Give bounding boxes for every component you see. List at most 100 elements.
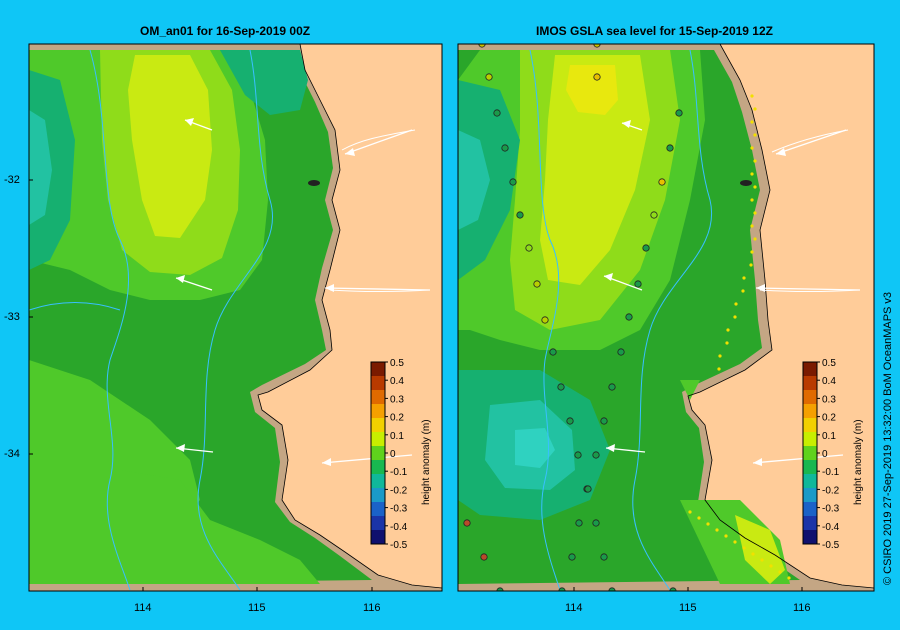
track-point bbox=[753, 133, 757, 137]
observation-point bbox=[501, 144, 509, 152]
isobath bbox=[89, 49, 131, 591]
track-point bbox=[750, 250, 754, 254]
observation-point bbox=[566, 417, 574, 425]
axis-ticks bbox=[29, 179, 803, 591]
track-point bbox=[742, 276, 746, 280]
river bbox=[759, 289, 861, 292]
colorbar-tick-label: -0.4 bbox=[390, 522, 408, 533]
colorbar-tick-label: 0.1 bbox=[822, 431, 836, 442]
isobath bbox=[29, 302, 121, 311]
observation-point bbox=[600, 417, 608, 425]
left-colorbar: 0.5 0.4 0.3 0.2 0.1 0 -0.1 -0.2 -0.3 -0.4 -0.5 heig… bbox=[370, 358, 432, 551]
track-point bbox=[750, 198, 754, 202]
observation-point bbox=[666, 144, 674, 152]
track-point bbox=[733, 540, 737, 544]
track-point bbox=[724, 534, 728, 538]
river bbox=[329, 289, 431, 292]
colorbar-swatch bbox=[371, 446, 385, 461]
colorbar-swatch bbox=[803, 516, 817, 531]
track-point bbox=[753, 211, 757, 215]
colorbar-tick-label: 0.2 bbox=[390, 413, 404, 424]
colorbar-swatch bbox=[371, 432, 385, 447]
isobath bbox=[197, 49, 273, 591]
track-point bbox=[715, 528, 719, 532]
observation-point bbox=[617, 348, 625, 356]
track-point bbox=[751, 552, 755, 556]
track-point bbox=[760, 558, 764, 562]
track-point bbox=[749, 263, 753, 267]
colorbar-tick-label: 0.4 bbox=[390, 376, 404, 387]
anomaly-0.0 bbox=[680, 380, 700, 400]
y-tick-label: -34 bbox=[4, 448, 20, 460]
observation-point bbox=[478, 44, 486, 48]
x-tick-label: 115 bbox=[248, 602, 266, 614]
right-panel-title: IMOS GSLA sea level for 15-Sep-2019 12Z bbox=[536, 24, 773, 38]
current-arrow bbox=[184, 118, 213, 131]
track-point bbox=[742, 546, 746, 550]
current-arrow bbox=[175, 275, 213, 291]
observation-point bbox=[608, 383, 616, 391]
anomaly-neg-0.15 bbox=[515, 428, 555, 468]
colorbar-swatch bbox=[803, 530, 817, 545]
observation-point bbox=[650, 211, 658, 219]
anomaly-0.1 bbox=[540, 55, 650, 285]
observation-point bbox=[658, 178, 666, 186]
colorbar-tick-label: -0.5 bbox=[390, 540, 408, 551]
colorbar-tick-label: -0.3 bbox=[822, 504, 840, 515]
colorbar-swatch bbox=[371, 418, 385, 433]
colorbar-swatch bbox=[803, 488, 817, 503]
track-point bbox=[753, 237, 757, 241]
anomaly-0.15 bbox=[566, 65, 618, 115]
colorbar-tick-label: 0.3 bbox=[822, 394, 836, 405]
observation-point bbox=[584, 485, 592, 493]
colorbar-swatch bbox=[803, 446, 817, 461]
colorbar-tick-label: -0.1 bbox=[822, 467, 840, 478]
isobath bbox=[632, 49, 713, 591]
colorbar-tick-label: 0.5 bbox=[822, 358, 836, 369]
coastline bbox=[687, 44, 874, 589]
colorbar-tick-label: 0.1 bbox=[390, 431, 404, 442]
left-panel-title: OM_an01 for 16-Sep-2019 00Z bbox=[140, 24, 311, 38]
colorbar-tick-label: -0.5 bbox=[822, 540, 840, 551]
island bbox=[740, 180, 752, 186]
track-point bbox=[697, 516, 701, 520]
colorbar-swatch bbox=[371, 502, 385, 517]
colorbar-swatch bbox=[371, 530, 385, 545]
observation-point bbox=[480, 553, 488, 561]
colorbar-tick-label: -0.2 bbox=[390, 485, 408, 496]
current-arrow bbox=[755, 284, 861, 292]
anomaly-0.0 bbox=[29, 470, 320, 584]
anomaly-neg-0.1 bbox=[29, 110, 52, 225]
colorbar-tick-label: 0.2 bbox=[822, 413, 836, 424]
colorbar-tick-label: 0.5 bbox=[390, 358, 404, 369]
coastline bbox=[257, 44, 442, 589]
colorbar-tick-label: 0.4 bbox=[822, 376, 836, 387]
colorbar-swatch bbox=[371, 474, 385, 489]
current-arrow bbox=[775, 129, 847, 156]
track-point bbox=[734, 302, 738, 306]
colorbar-swatch bbox=[371, 488, 385, 503]
track-point bbox=[778, 570, 782, 574]
track-point bbox=[750, 120, 754, 124]
colorbar-swatch bbox=[371, 376, 385, 391]
credit-text: © CSIRO 2019 27-Sep-2019 13:32:00 BoM Oc… bbox=[882, 291, 894, 585]
observation-point bbox=[485, 73, 493, 81]
track-point bbox=[741, 289, 745, 293]
colorbar-label: height anomaly (m) bbox=[853, 419, 864, 505]
current-arrow bbox=[344, 129, 413, 156]
observation-point bbox=[592, 451, 600, 459]
observation-point bbox=[600, 553, 608, 561]
observation-point bbox=[593, 73, 601, 81]
current-arrow bbox=[175, 444, 214, 453]
track-point bbox=[753, 107, 757, 111]
colorbar-swatch bbox=[803, 376, 817, 391]
isobath bbox=[529, 49, 561, 591]
colorbar-swatch bbox=[371, 390, 385, 405]
colorbar-swatch bbox=[371, 404, 385, 419]
observation-point bbox=[593, 44, 601, 48]
colorbar-swatch bbox=[371, 460, 385, 475]
observation-point bbox=[549, 348, 557, 356]
observation-point bbox=[493, 109, 501, 117]
observation-point bbox=[575, 519, 583, 527]
